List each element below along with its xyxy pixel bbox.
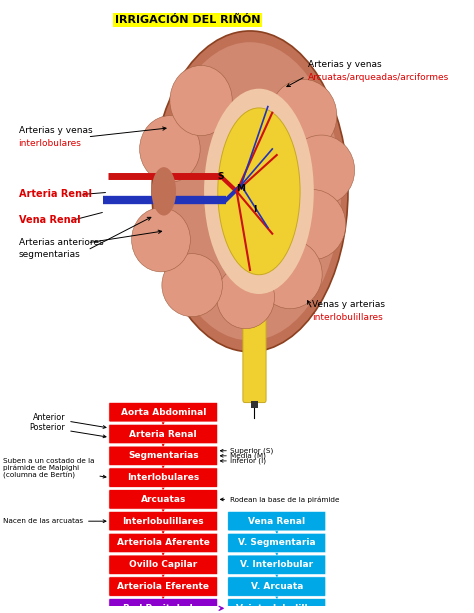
Text: Nacen de las arcuatas: Nacen de las arcuatas	[3, 518, 106, 524]
Text: Arcuatas: Arcuatas	[140, 495, 186, 504]
Text: Arteria Renal: Arteria Renal	[18, 189, 91, 199]
Text: segmentarias: segmentarias	[18, 250, 80, 259]
Ellipse shape	[270, 79, 337, 152]
Text: Suben a un costado de la
pirámide de Malpighi
(columna de Bertín): Suben a un costado de la pirámide de Mal…	[3, 458, 106, 479]
Text: Interlobulares: Interlobulares	[127, 473, 200, 482]
Text: Aorta Abdominal: Aorta Abdominal	[120, 408, 206, 417]
Text: Vena Renal: Vena Renal	[248, 517, 305, 526]
Ellipse shape	[217, 266, 274, 329]
Text: Interlobulillares: Interlobulillares	[122, 517, 204, 526]
Ellipse shape	[170, 66, 232, 135]
Text: Vena Renal: Vena Renal	[18, 215, 80, 225]
Text: Arcuatas/arqueadas/arciformes: Arcuatas/arqueadas/arciformes	[308, 73, 449, 82]
FancyBboxPatch shape	[109, 533, 218, 553]
Text: Arteriola Aferente: Arteriola Aferente	[117, 538, 210, 547]
FancyBboxPatch shape	[228, 577, 326, 596]
Text: V. interlobulillar: V. interlobulillar	[236, 604, 318, 613]
FancyBboxPatch shape	[109, 599, 218, 613]
Text: Inferior (I): Inferior (I)	[230, 458, 266, 464]
Text: V. Interlobular: V. Interlobular	[240, 560, 313, 569]
Text: M: M	[237, 184, 246, 193]
Ellipse shape	[279, 189, 346, 260]
Ellipse shape	[258, 240, 322, 309]
Text: Arteria Renal: Arteria Renal	[129, 430, 197, 438]
Text: Venas y arterias: Venas y arterias	[312, 300, 385, 309]
Ellipse shape	[288, 135, 355, 205]
FancyBboxPatch shape	[228, 599, 326, 613]
Text: interlobulillares: interlobulillares	[312, 313, 383, 322]
Ellipse shape	[152, 167, 176, 216]
Text: S: S	[218, 172, 224, 181]
Text: Arterias anteriores: Arterias anteriores	[18, 238, 103, 247]
Ellipse shape	[140, 116, 200, 182]
Ellipse shape	[152, 31, 348, 352]
FancyBboxPatch shape	[228, 533, 326, 553]
FancyBboxPatch shape	[109, 446, 218, 465]
Bar	[251, 401, 258, 408]
FancyBboxPatch shape	[109, 403, 218, 422]
FancyBboxPatch shape	[109, 511, 218, 531]
Text: Segmentarias: Segmentarias	[128, 451, 199, 460]
FancyBboxPatch shape	[109, 555, 218, 574]
Text: Anterior: Anterior	[33, 414, 106, 428]
Text: Arterias y venas: Arterias y venas	[18, 126, 92, 135]
Text: Superior (S): Superior (S)	[230, 447, 273, 454]
FancyBboxPatch shape	[228, 555, 326, 574]
Text: Red Peritubular: Red Peritubular	[123, 604, 203, 613]
Ellipse shape	[159, 42, 341, 340]
Text: Posterior: Posterior	[29, 423, 106, 438]
Text: V. Arcuata: V. Arcuata	[251, 582, 303, 591]
Ellipse shape	[162, 254, 222, 317]
Text: Ovillo Capilar: Ovillo Capilar	[129, 560, 197, 569]
Text: Rodean la base de la pirámide: Rodean la base de la pirámide	[220, 496, 339, 503]
FancyBboxPatch shape	[109, 424, 218, 444]
FancyBboxPatch shape	[109, 490, 218, 509]
Text: IRRIGACIÓN DEL RIÑÓN: IRRIGACIÓN DEL RIÑÓN	[115, 15, 260, 25]
FancyBboxPatch shape	[228, 511, 326, 531]
Ellipse shape	[218, 108, 300, 275]
Ellipse shape	[132, 208, 191, 272]
FancyBboxPatch shape	[109, 468, 218, 487]
Ellipse shape	[218, 108, 300, 275]
FancyBboxPatch shape	[243, 261, 266, 403]
Text: Arterias y venas: Arterias y venas	[308, 59, 382, 69]
Text: I: I	[253, 205, 256, 214]
Text: Arteriola Eferente: Arteriola Eferente	[117, 582, 209, 591]
FancyBboxPatch shape	[109, 577, 218, 596]
Ellipse shape	[204, 89, 314, 294]
Text: V. Segmentaria: V. Segmentaria	[238, 538, 316, 547]
Text: Media (M): Media (M)	[230, 452, 266, 459]
Text: interlobulares: interlobulares	[18, 139, 82, 148]
